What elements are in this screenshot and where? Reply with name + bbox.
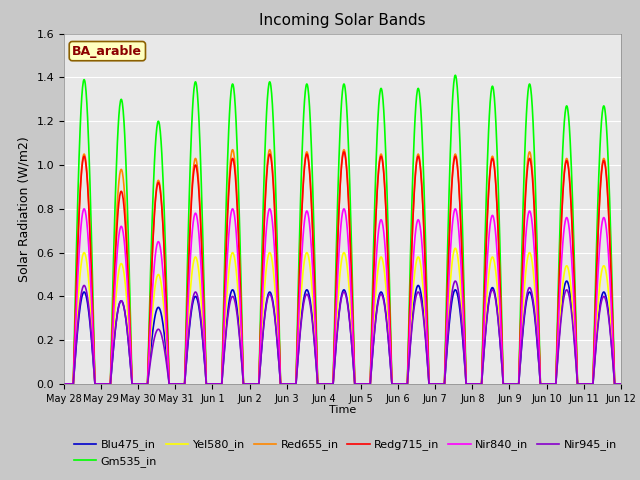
Nir840_in (246, 381, 254, 387)
Redg715_in (340, 149, 348, 155)
Text: BA_arable: BA_arable (72, 45, 142, 58)
Red655_in (551, 381, 559, 387)
Nir945_in (60, 381, 68, 387)
Line: Yel580_in: Yel580_in (64, 248, 620, 384)
Yel580_in (551, 381, 559, 387)
Nir840_in (80, 206, 88, 212)
Nir840_in (184, 299, 192, 304)
Line: Redg715_in: Redg715_in (64, 152, 620, 384)
Red655_in (429, 381, 436, 387)
Yel580_in (184, 326, 191, 332)
Line: Nir945_in: Nir945_in (64, 281, 620, 384)
Yel580_in (170, 381, 178, 387)
Nir840_in (171, 381, 179, 387)
Redg715_in (170, 381, 178, 387)
Nir945_in (551, 381, 559, 387)
Nir840_in (60, 381, 68, 387)
Line: Blu475_in: Blu475_in (64, 281, 620, 384)
Nir840_in (502, 381, 509, 387)
Gm535_in (551, 381, 559, 387)
Gm535_in (184, 250, 191, 256)
Red655_in (616, 381, 624, 387)
Redg715_in (60, 381, 68, 387)
Red655_in (60, 381, 68, 387)
Nir945_in (170, 381, 178, 387)
Blu475_in (184, 343, 191, 349)
Line: Red655_in: Red655_in (64, 150, 620, 384)
Blu475_in (616, 381, 624, 387)
Title: Incoming Solar Bands: Incoming Solar Bands (259, 13, 426, 28)
X-axis label: Time: Time (329, 405, 356, 415)
Red655_in (228, 147, 236, 153)
Gm535_in (616, 381, 624, 387)
Redg715_in (184, 286, 191, 292)
Y-axis label: Solar Radiation (W/m2): Solar Radiation (W/m2) (18, 136, 31, 282)
Blu475_in (501, 381, 509, 387)
Redg715_in (429, 381, 436, 387)
Gm535_in (502, 381, 509, 387)
Nir945_in (502, 381, 509, 387)
Gm535_in (60, 381, 68, 387)
Redg715_in (616, 381, 624, 387)
Red655_in (246, 381, 254, 387)
Legend: Blu475_in, Gm535_in, Yel580_in, Red655_in, Redg715_in, Nir840_in, Nir945_in: Blu475_in, Gm535_in, Yel580_in, Red655_i… (70, 435, 621, 471)
Yel580_in (60, 381, 68, 387)
Red655_in (502, 381, 509, 387)
Nir945_in (429, 381, 436, 387)
Gm535_in (170, 381, 178, 387)
Redg715_in (502, 381, 509, 387)
Redg715_in (551, 381, 559, 387)
Blu475_in (550, 381, 558, 387)
Line: Gm535_in: Gm535_in (64, 75, 620, 384)
Yel580_in (451, 245, 459, 251)
Red655_in (184, 283, 191, 289)
Nir840_in (429, 381, 436, 387)
Nir945_in (246, 381, 254, 387)
Nir945_in (616, 381, 624, 387)
Yel580_in (616, 381, 624, 387)
Line: Nir840_in: Nir840_in (64, 209, 620, 384)
Blu475_in (563, 278, 570, 284)
Redg715_in (246, 381, 254, 387)
Yel580_in (429, 381, 436, 387)
Gm535_in (429, 381, 436, 387)
Nir840_in (616, 381, 624, 387)
Gm535_in (451, 72, 459, 78)
Nir945_in (184, 341, 191, 347)
Blu475_in (246, 381, 254, 387)
Blu475_in (429, 381, 436, 387)
Nir840_in (551, 381, 559, 387)
Gm535_in (246, 381, 254, 387)
Yel580_in (246, 381, 254, 387)
Yel580_in (502, 381, 509, 387)
Blu475_in (60, 381, 68, 387)
Red655_in (170, 381, 178, 387)
Blu475_in (170, 381, 178, 387)
Nir945_in (451, 278, 459, 284)
